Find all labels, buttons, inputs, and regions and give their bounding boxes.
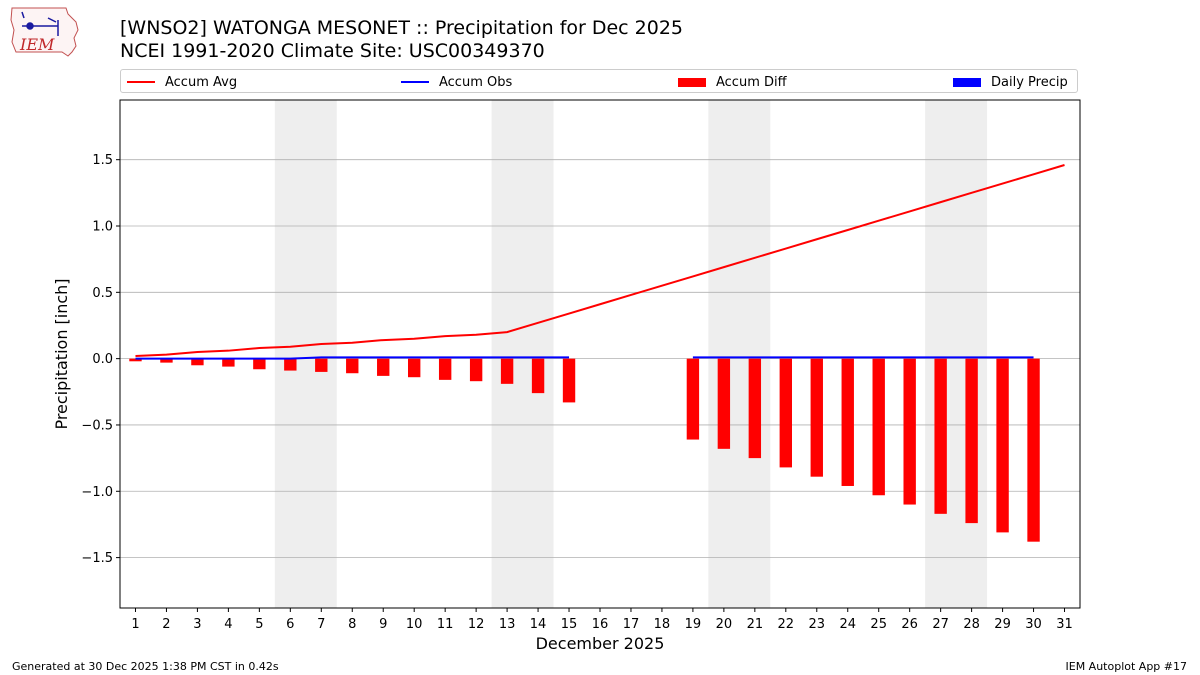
accum-diff-bar — [903, 358, 916, 505]
y-tick-label: 1.0 — [92, 220, 113, 235]
accum-diff-bar — [562, 358, 576, 403]
legend-item-accum-diff: Accum Diff — [678, 70, 787, 94]
x-tick-label: 21 — [747, 617, 764, 632]
accum-diff-bar — [965, 358, 978, 524]
x-tick-label: 12 — [468, 617, 485, 632]
y-tick-label: 1.5 — [92, 153, 113, 168]
x-tick-label: 18 — [654, 617, 671, 632]
chart-subtitle: NCEI 1991-2020 Climate Site: USC00349370 — [120, 40, 545, 62]
x-axis-label: December 2025 — [536, 634, 665, 653]
x-tick-label: 31 — [1056, 617, 1073, 632]
x-tick-label: 28 — [963, 617, 980, 632]
legend-swatch-accum-diff — [678, 77, 706, 87]
legend-swatch-accum-avg — [127, 81, 155, 83]
accum-diff-bar — [346, 358, 359, 374]
x-tick-label: 22 — [778, 617, 795, 632]
weather-station-icon — [21, 11, 59, 36]
logo-wordmark: IEM — [19, 35, 55, 54]
accum-diff-bar — [438, 358, 452, 380]
x-tick-label: 10 — [406, 617, 423, 632]
legend-item-daily-precip: Daily Precip — [953, 70, 1068, 94]
x-tick-label: 6 — [286, 617, 294, 632]
accum-diff-bar — [717, 358, 731, 449]
legend-swatch-accum-obs — [401, 81, 429, 83]
x-tick-label: 4 — [224, 617, 232, 632]
x-tick-label: 17 — [623, 617, 640, 632]
accum-diff-bar — [253, 358, 266, 370]
accum-diff-bar — [872, 358, 885, 496]
accum-diff-bar — [810, 358, 823, 477]
x-tick-label: 7 — [317, 617, 325, 632]
iem-logo: IEM — [10, 7, 79, 57]
iowa-outline-shape — [10, 7, 79, 57]
accum-diff-bar — [191, 358, 204, 366]
x-tick-label: 16 — [592, 617, 609, 632]
accum-obs-line — [135, 356, 570, 360]
y-tick-label: 0.0 — [92, 352, 113, 367]
accum-diff-bar — [129, 358, 142, 362]
accum-diff-bar — [284, 358, 297, 371]
accum-diff-bar — [408, 358, 421, 378]
weekend-shade — [925, 100, 988, 608]
accum-diff-bar — [160, 358, 173, 363]
accum-diff-bar — [934, 358, 947, 514]
x-tick-label: 1 — [131, 617, 139, 632]
x-tick-label: 13 — [499, 617, 516, 632]
accum-diff-bar — [222, 358, 235, 367]
x-tick-label: 14 — [530, 617, 547, 632]
accum-diff-bar — [996, 358, 1009, 533]
legend: Accum Avg Accum Obs Accum Diff Daily Pre… — [120, 69, 1078, 93]
x-tick-label: 29 — [994, 617, 1011, 632]
x-tick-label: 20 — [716, 617, 733, 632]
x-tick-label: 8 — [348, 617, 356, 632]
weekend-shade — [491, 100, 554, 608]
accum-diff-bar — [531, 358, 545, 394]
x-tick-label: 3 — [193, 617, 201, 632]
x-tick-label: 9 — [379, 617, 387, 632]
accum-diff-bar — [748, 358, 762, 459]
accum-avg-line — [135, 164, 1065, 357]
x-tick-label: 26 — [901, 617, 918, 632]
y-tick-label: 0.5 — [92, 286, 113, 301]
accum-diff-bar — [377, 358, 390, 376]
accum-diff-bar — [315, 358, 328, 372]
legend-label-daily-precip: Daily Precip — [991, 74, 1068, 90]
y-tick-label: −0.5 — [81, 418, 113, 433]
x-tick-label: 19 — [685, 617, 702, 632]
accum-diff-bar — [779, 358, 792, 468]
app-footer: IEM Autoplot App #17 — [1065, 660, 1188, 673]
x-tick-label: 30 — [1025, 617, 1042, 632]
accum-diff-bar — [1027, 358, 1040, 542]
legend-item-accum-obs: Accum Obs — [401, 70, 512, 94]
weekend-shade — [274, 100, 337, 608]
x-tick-label: 5 — [255, 617, 263, 632]
legend-swatch-daily-precip — [953, 77, 981, 87]
y-tick-label: −1.0 — [81, 485, 113, 500]
x-tick-label: 2 — [162, 617, 170, 632]
legend-label-accum-avg: Accum Avg — [165, 74, 238, 90]
weekend-shade — [708, 100, 771, 608]
legend-label-accum-diff: Accum Diff — [716, 74, 787, 90]
chart-title: [WNSO2] WATONGA MESONET :: Precipitation… — [120, 17, 684, 39]
accum-diff-bar — [469, 358, 483, 382]
accum-diff-bar — [686, 358, 700, 440]
generated-footer: Generated at 30 Dec 2025 1:38 PM CST in … — [12, 660, 279, 673]
y-tick-label: −1.5 — [81, 551, 113, 566]
x-tick-label: 11 — [437, 617, 454, 632]
accum-diff-bar — [841, 358, 854, 486]
y-axis-label: Precipitation [inch] — [52, 278, 71, 429]
x-tick-label: 23 — [809, 617, 826, 632]
x-tick-label: 15 — [561, 617, 578, 632]
legend-item-accum-avg: Accum Avg — [127, 70, 237, 94]
accum-diff-bar — [500, 358, 514, 384]
x-tick-label: 25 — [870, 617, 887, 632]
x-tick-label: 24 — [839, 617, 856, 632]
legend-label-accum-obs: Accum Obs — [439, 74, 513, 90]
x-tick-label: 27 — [932, 617, 949, 632]
